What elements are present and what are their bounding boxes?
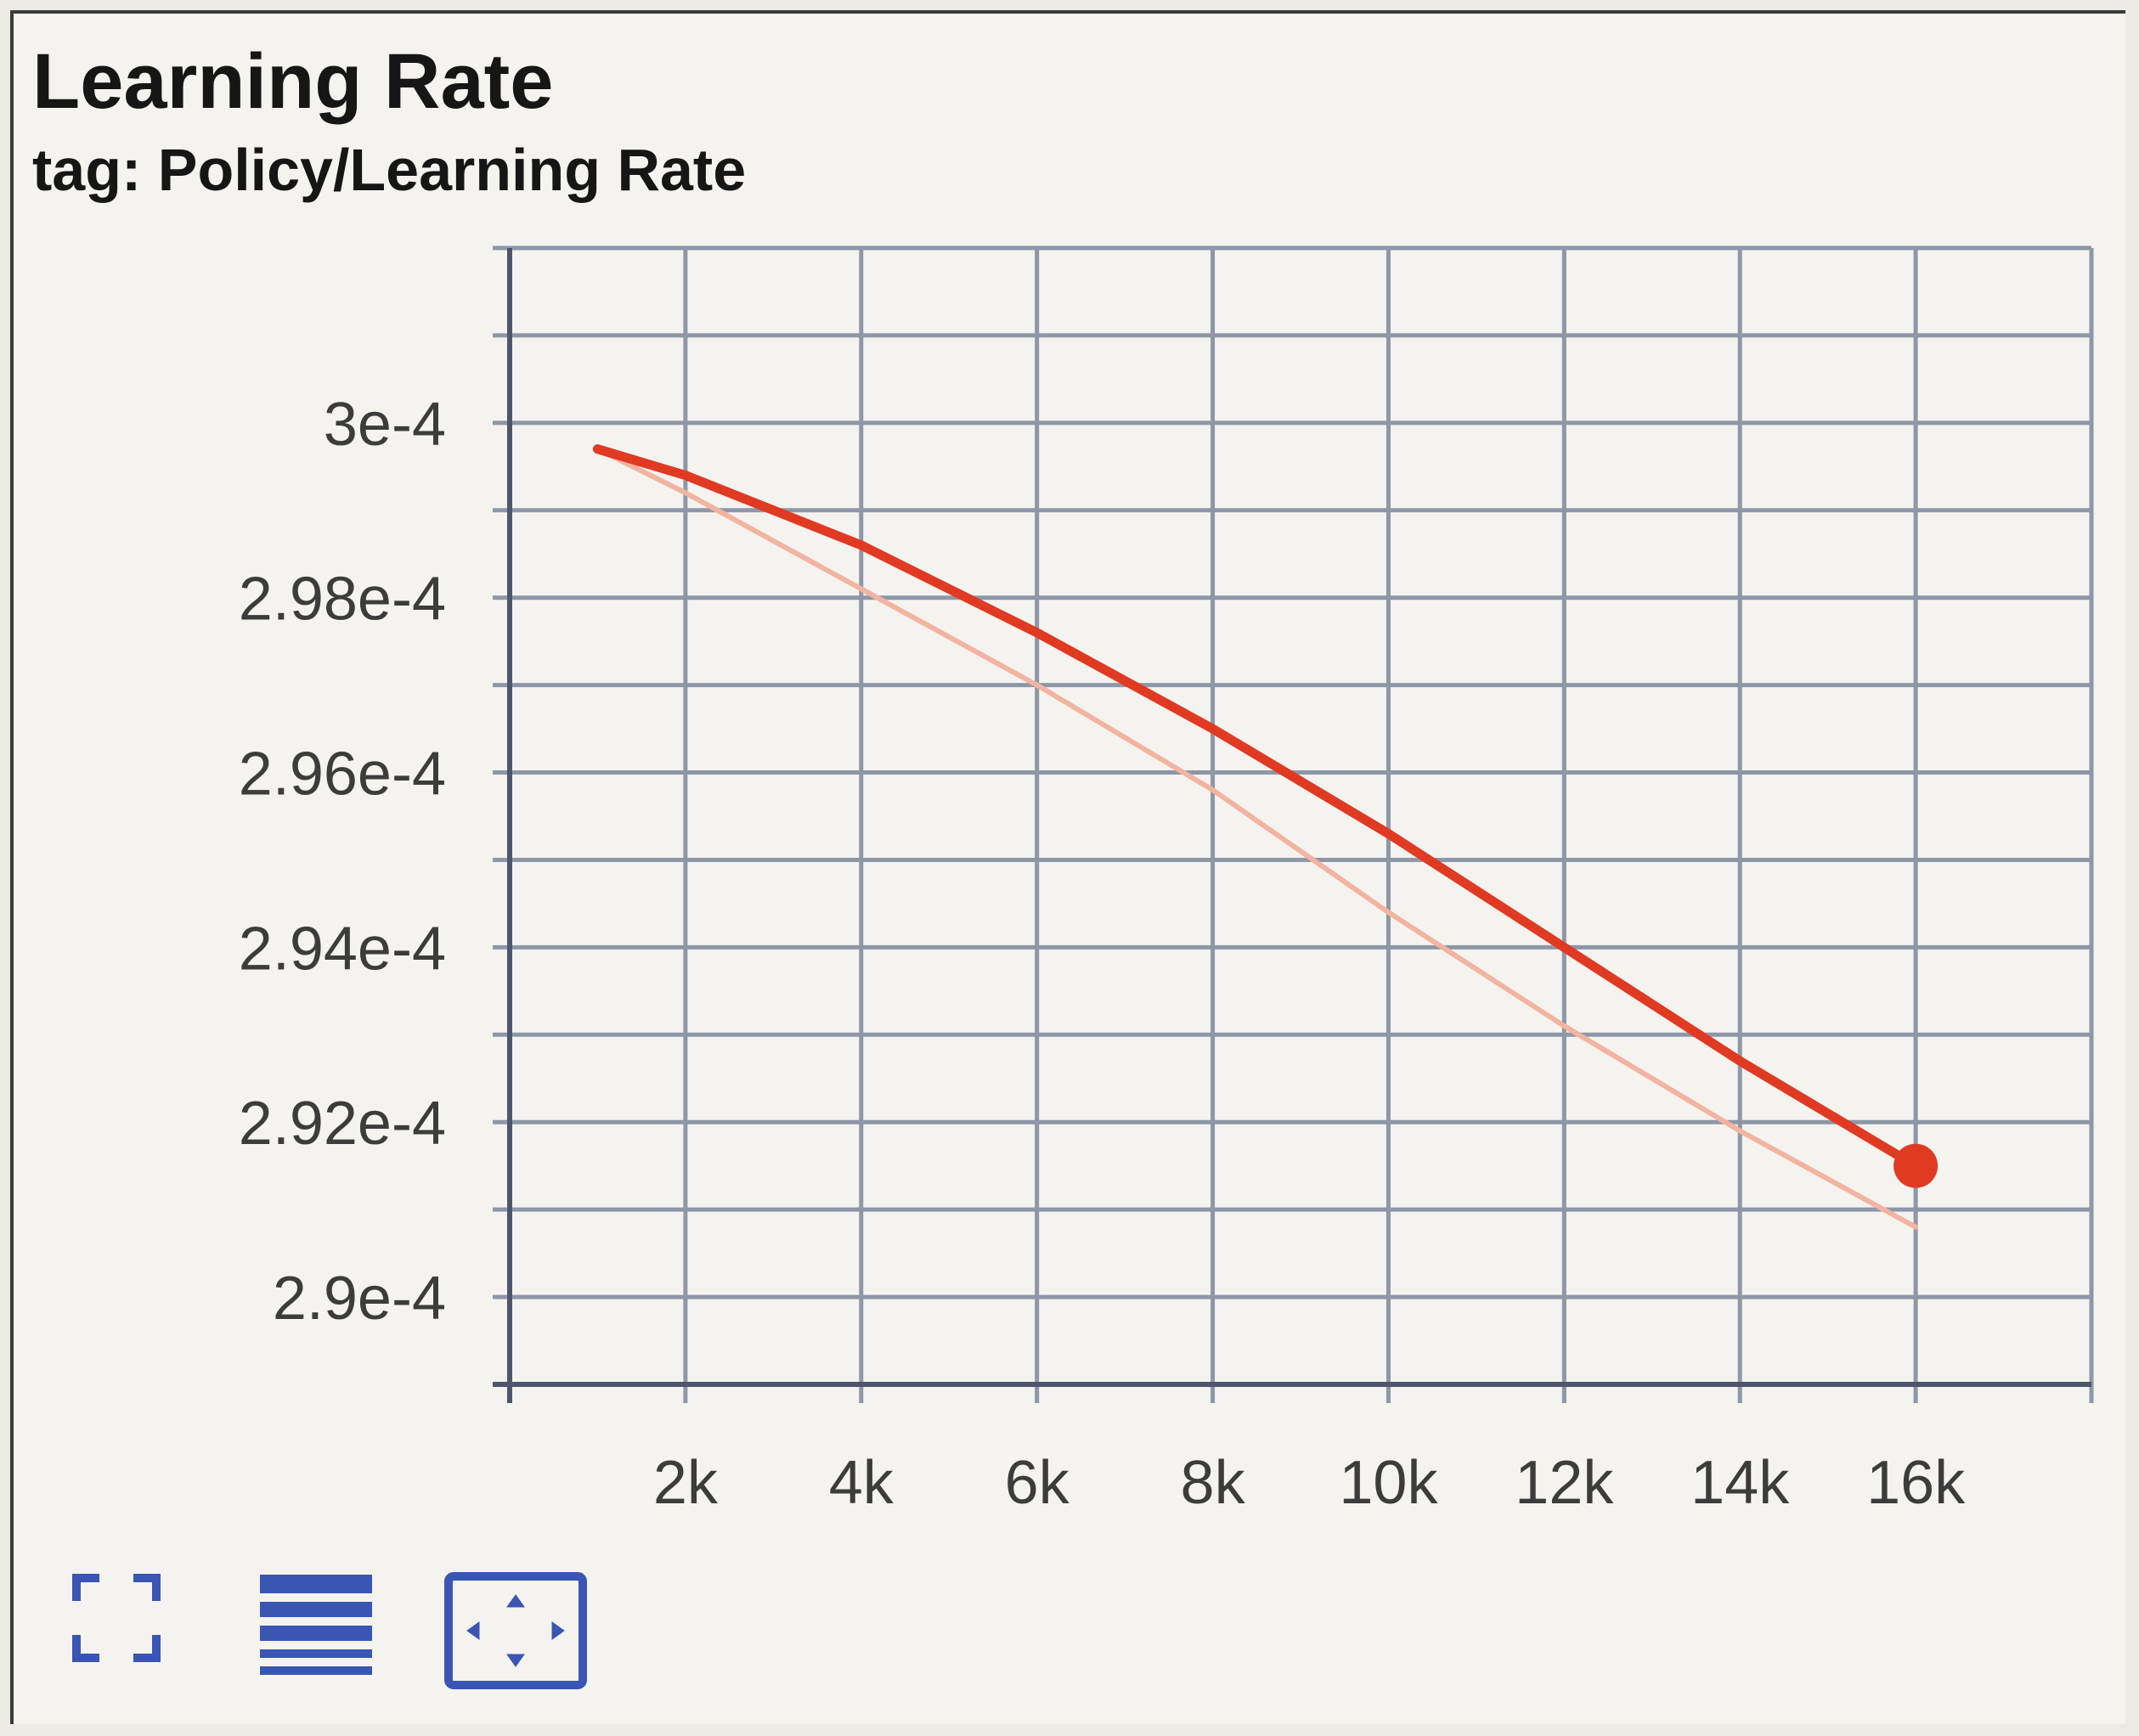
x-tick-label: 4k [829, 1449, 895, 1517]
last-value-marker [1893, 1143, 1939, 1188]
log-scale-button[interactable] [258, 1571, 374, 1686]
chart-subtitle: tag: Policy/Learning Rate [32, 137, 747, 203]
tick-labels: 3e-4 2.98e-4 2.96e-4 2.94e-4 2.92e-4 2.9e-4 2k… [239, 391, 1966, 1517]
y-tick-label: 2.9e-4 [273, 1265, 446, 1333]
series [592, 444, 1939, 1230]
chart-title: Learning Rate [32, 38, 554, 125]
x-tick-label: 12k [1515, 1449, 1614, 1517]
log-scale-icon [260, 1575, 372, 1675]
y-tick-label: 2.98e-4 [239, 566, 446, 634]
x-tick-label: 2k [653, 1449, 719, 1517]
x-tick-label: 14k [1690, 1449, 1790, 1517]
fit-domain-button[interactable] [443, 1571, 588, 1694]
y-tick-label: 2.92e-4 [239, 1090, 446, 1158]
x-tick-label: 6k [1005, 1449, 1070, 1517]
y-tick-label: 2.94e-4 [239, 915, 446, 983]
raw-series-line [595, 446, 1919, 1230]
x-tick-label: 16k [1866, 1449, 1966, 1517]
fullscreen-button[interactable] [70, 1571, 163, 1669]
chart-card: Learning Rate tag: Policy/Learning Rate [10, 10, 2125, 1724]
y-tick-label: 3e-4 [324, 391, 446, 459]
smoothed-series-line [592, 444, 1921, 1171]
y-tick-label: 2.96e-4 [239, 741, 446, 809]
fullscreen-icon [72, 1574, 161, 1662]
axes [493, 248, 2091, 1403]
grid [493, 245, 2094, 1403]
fit-domain-icon [444, 1572, 587, 1689]
x-tick-label: 8k [1181, 1449, 1246, 1517]
x-tick-label: 10k [1339, 1449, 1438, 1517]
